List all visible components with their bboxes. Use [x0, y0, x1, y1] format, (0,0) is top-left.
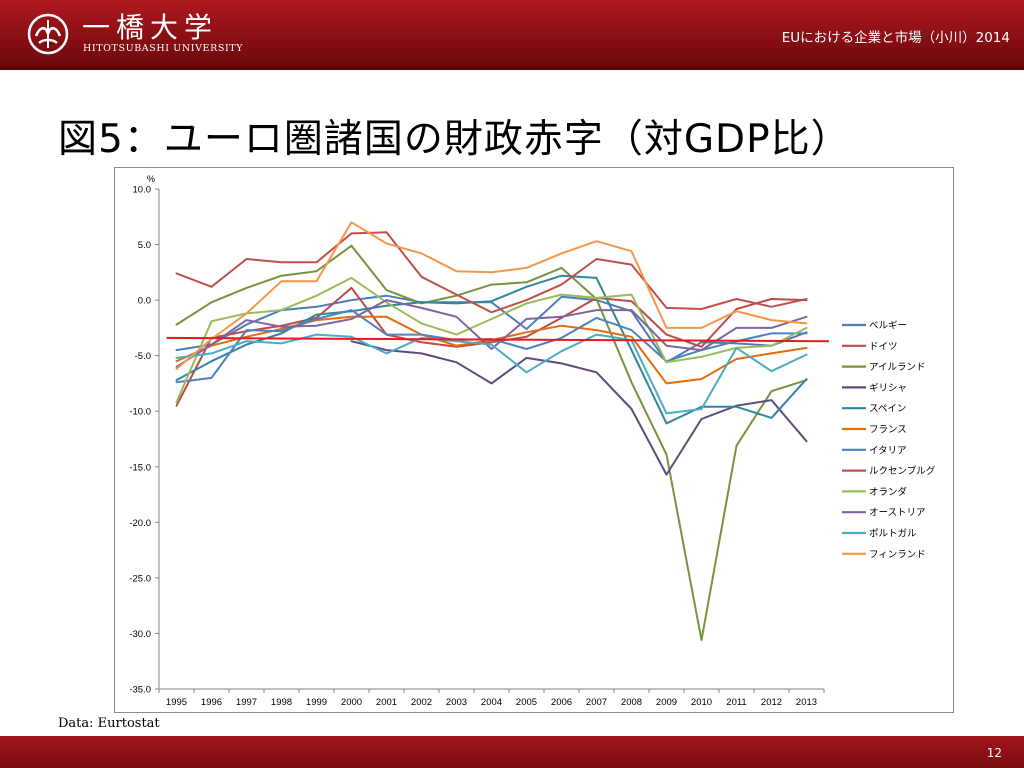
logo-english-text: HITOTSUBASHI UNIVERSITY: [83, 43, 244, 54]
page-number: 12: [986, 746, 1002, 760]
course-label: EUにおける企業と市場（小川）2014: [781, 30, 1010, 46]
x-tick-label: 2009: [656, 697, 677, 708]
x-tick-label: 2006: [551, 697, 572, 708]
series-line-5: [175, 274, 808, 425]
average-reference-line: [166, 336, 830, 343]
x-tick-label: 2005: [516, 697, 537, 708]
y-tick-label: -30.0: [129, 629, 151, 640]
series-line-4: [350, 340, 808, 476]
x-tick-label: 2000: [341, 697, 362, 708]
x-tick-label: 2010: [691, 697, 712, 708]
legend-label: オランダ: [869, 486, 908, 498]
deficit-line-chart: 10.0 5.0 0.0 -5.0 -10.0 -15.0 -20.0 -25.0 -30.0 -…: [129, 174, 936, 708]
x-tick-label: 2012: [761, 697, 782, 708]
header-divider: [0, 66, 1024, 70]
x-tick-label: 2003: [446, 697, 467, 708]
legend-label: アイルランド: [869, 362, 926, 373]
header-bar: 一橋大学 HITOTSUBASHI UNIVERSITY EUにおける企業と市場…: [0, 0, 1024, 66]
series-line-10: [175, 299, 808, 368]
x-tick-label: 2001: [376, 697, 397, 708]
series-line-7: [175, 309, 808, 384]
legend-label: オーストリア: [869, 508, 926, 519]
legend-label: ルクセンブルグ: [869, 465, 936, 477]
x-tick-label: 2002: [411, 697, 432, 708]
x-tick-label: 1996: [201, 697, 222, 708]
y-tick-label: -10.0: [129, 407, 151, 418]
x-tick-label: 1999: [306, 697, 327, 708]
legend-label: ベルギー: [869, 321, 907, 332]
chart-frame: [114, 167, 954, 713]
y-tick-label: -25.0: [129, 573, 151, 584]
logo-japanese-text: 一橋大学: [82, 11, 219, 44]
y-tick-label: 10.0: [133, 185, 152, 196]
legend-label: フィンランド: [869, 549, 926, 560]
x-tick-label: 2008: [621, 697, 642, 708]
series-line-2: [175, 286, 808, 407]
data-source-note: Data: Eurtostat: [58, 716, 160, 731]
series-line-3: [175, 244, 808, 642]
x-tick-label: 2007: [586, 697, 607, 708]
footer-bar: 12: [0, 736, 1024, 768]
y-tick-label: -5.0: [135, 351, 151, 362]
x-tick-label: 1998: [271, 697, 292, 708]
y-axis-unit-label: %: [147, 174, 155, 184]
hitotsubashi-emblem-icon: [27, 13, 69, 55]
y-tick-label: -15.0: [129, 462, 151, 473]
slide-title: 図5：ユーロ圏諸国の財政赤字（対GDP比）: [58, 117, 851, 162]
x-tick-label: 1997: [236, 697, 257, 708]
x-tick-label: 2013: [796, 697, 817, 708]
x-tick-label: 2011: [726, 697, 746, 708]
legend-label: イタリア: [869, 445, 907, 456]
legend-label: スペイン: [869, 404, 906, 415]
legend-label: ポルトガル: [869, 529, 917, 540]
legend-label: ギリシャ: [869, 383, 907, 394]
legend-label: ドイツ: [869, 341, 898, 352]
x-tick-label: 2004: [481, 697, 502, 708]
y-tick-label: 0.0: [138, 296, 151, 307]
series-line-11: [175, 333, 808, 415]
university-logo: 一橋大学 HITOTSUBASHI UNIVERSITY: [26, 11, 243, 58]
series-line-8: [175, 231, 808, 314]
y-tick-label: -35.0: [129, 685, 151, 696]
y-tick-label: -20.0: [129, 518, 151, 529]
y-tick-label: 5.0: [138, 240, 151, 251]
x-tick-label: 1995: [166, 697, 187, 708]
series-line-9: [175, 276, 808, 404]
series-line-12: [175, 221, 808, 370]
legend-label: フランス: [869, 425, 907, 436]
